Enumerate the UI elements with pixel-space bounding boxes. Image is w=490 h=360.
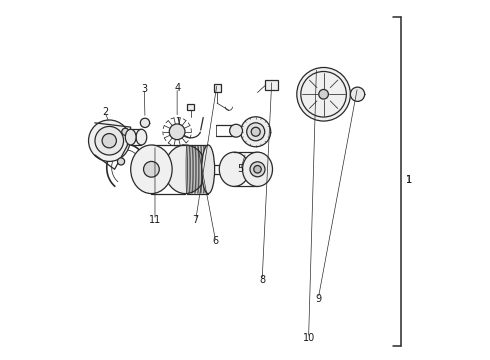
Bar: [266, 80, 278, 90]
Circle shape: [319, 89, 328, 99]
Circle shape: [230, 124, 243, 137]
Text: 9: 9: [315, 294, 321, 303]
Circle shape: [246, 123, 265, 141]
Text: 8: 8: [259, 275, 265, 285]
Circle shape: [144, 161, 159, 177]
Text: 6: 6: [213, 237, 219, 247]
Circle shape: [297, 67, 350, 121]
Circle shape: [102, 134, 117, 148]
Ellipse shape: [220, 152, 249, 186]
Bar: [214, 84, 220, 93]
Circle shape: [95, 126, 123, 155]
Text: 3: 3: [141, 84, 147, 94]
Bar: [187, 104, 194, 111]
Text: 1: 1: [406, 175, 413, 185]
Circle shape: [251, 127, 260, 136]
Text: 10: 10: [302, 333, 315, 343]
Circle shape: [169, 124, 185, 140]
Ellipse shape: [202, 145, 215, 194]
Circle shape: [140, 118, 149, 127]
Ellipse shape: [165, 145, 206, 194]
Circle shape: [122, 128, 129, 135]
Ellipse shape: [125, 129, 136, 145]
Circle shape: [118, 158, 124, 165]
Circle shape: [254, 166, 261, 173]
Circle shape: [350, 87, 365, 102]
Text: 7: 7: [193, 215, 199, 225]
Text: 11: 11: [149, 215, 161, 225]
Ellipse shape: [131, 145, 172, 194]
Text: 4: 4: [174, 83, 180, 93]
Text: 1: 1: [406, 175, 413, 185]
Circle shape: [241, 117, 270, 147]
Ellipse shape: [136, 129, 147, 145]
Circle shape: [250, 162, 265, 177]
Text: 5: 5: [238, 164, 244, 174]
Text: 2: 2: [102, 107, 108, 117]
Ellipse shape: [243, 152, 272, 186]
Circle shape: [89, 120, 130, 161]
